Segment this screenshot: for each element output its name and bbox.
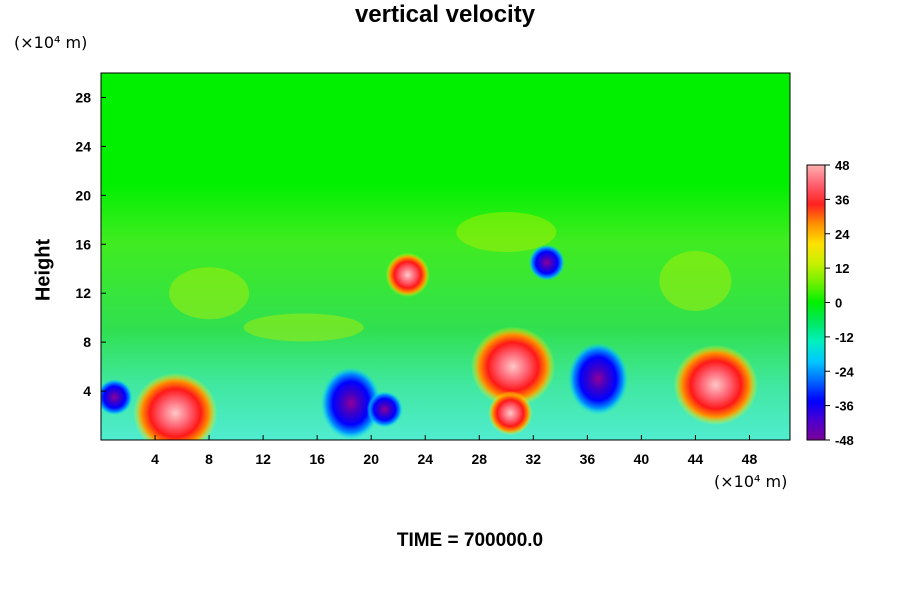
weak-updraft-patch (243, 313, 364, 342)
downdraft-cell (320, 367, 381, 440)
colorbar-tick-label: -24 (835, 364, 855, 379)
x-tick-label: 48 (742, 451, 758, 467)
y-tick-label: 12 (75, 285, 91, 301)
x-tick-label: 20 (363, 451, 379, 467)
updraft-cell (673, 344, 758, 425)
y-tick-label: 28 (75, 89, 91, 105)
x-tick-label: 40 (634, 451, 650, 467)
time-footer: TIME = 700000.0 (396, 530, 544, 551)
colorbar-tick-label: 36 (835, 192, 849, 207)
y-tick-label: 8 (83, 334, 91, 350)
y-axis-unit: (×10⁴ m) (14, 33, 88, 52)
chart-title: vertical velocity (354, 1, 536, 28)
velocity-field (101, 73, 790, 440)
x-tick-label: 32 (526, 451, 542, 467)
weak-updraft-patch (659, 250, 732, 311)
updraft-cell (471, 326, 556, 407)
x-tick-label: 28 (471, 451, 487, 467)
x-tick-label: 36 (580, 451, 596, 467)
y-tick-label: 4 (83, 383, 91, 399)
x-tick-label: 12 (255, 451, 271, 467)
downdraft-cell (528, 244, 565, 281)
updraft-cell (385, 252, 430, 297)
colorbar-tick-label: -12 (835, 330, 854, 345)
x-tick-label: 16 (309, 451, 325, 467)
x-tick-label: 44 (688, 451, 704, 467)
downdraft-cell (366, 391, 403, 428)
y-tick-label: 24 (75, 138, 91, 154)
y-tick-label: 16 (75, 236, 91, 252)
updraft-cell (488, 391, 533, 436)
x-tick-label: 24 (417, 451, 433, 467)
colorbar-tick-label: 12 (835, 261, 849, 276)
colorbar-tick-label: 48 (835, 158, 849, 173)
colorbar-tick-label: 24 (835, 227, 850, 242)
colorbar-tick-label: -48 (835, 433, 854, 448)
weak-updraft-patch (456, 212, 557, 253)
plot-frame (100, 72, 791, 441)
colorbar (806, 164, 826, 441)
downdraft-cell (568, 342, 629, 415)
y-tick-label: 20 (75, 187, 91, 203)
colorbar-tick-label: -36 (835, 399, 854, 414)
downdraft-cell (101, 379, 133, 416)
weak-updraft-patch (169, 267, 250, 320)
x-tick-label: 4 (151, 451, 159, 467)
colorbar-tick-label: 0 (835, 296, 842, 311)
updraft-cell (133, 373, 218, 440)
x-tick-label: 8 (205, 451, 213, 467)
x-axis-unit: (×10⁴ m) (714, 472, 788, 491)
